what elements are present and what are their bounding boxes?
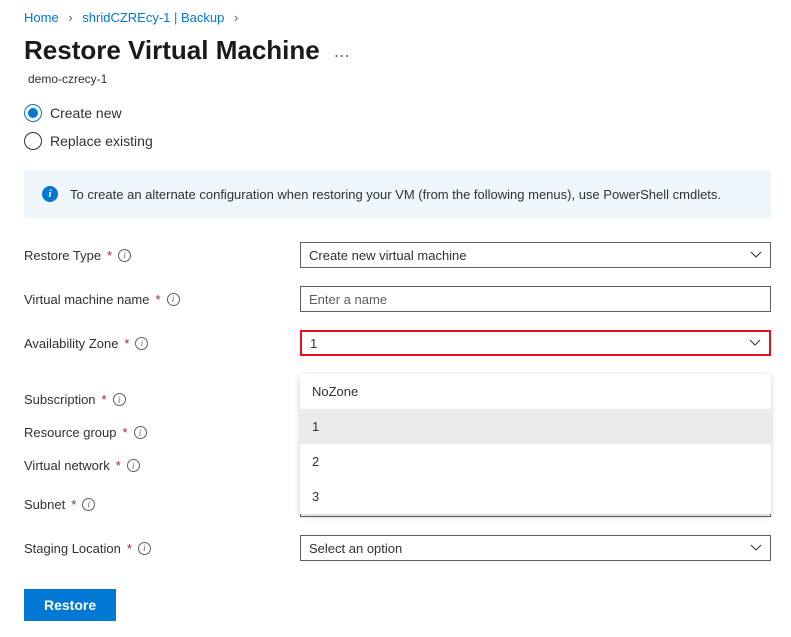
dropdown-availability-zone: NoZone 1 2 3 [300, 374, 771, 514]
required-marker: * [124, 336, 129, 351]
label-subnet: Subnet [24, 497, 65, 512]
breadcrumb-home[interactable]: Home [24, 10, 59, 25]
select-availability-zone[interactable]: 1 [300, 330, 771, 356]
dropdown-option-2[interactable]: 2 [300, 444, 771, 479]
info-icon: i [42, 186, 58, 202]
label-subscription: Subscription [24, 392, 96, 407]
select-value: Create new virtual machine [309, 248, 467, 263]
required-marker: * [107, 248, 112, 263]
required-marker: * [127, 541, 132, 556]
radio-label: Replace existing [50, 133, 153, 149]
info-banner-text: To create an alternate configuration whe… [70, 187, 721, 202]
help-icon[interactable]: i [113, 393, 126, 406]
chevron-down-icon [750, 542, 762, 554]
more-actions-icon[interactable]: ⋯ [334, 40, 351, 66]
required-marker: * [102, 392, 107, 407]
radio-label: Create new [50, 105, 122, 121]
help-icon[interactable]: i [134, 426, 147, 439]
label-restore-type: Restore Type [24, 248, 101, 263]
page-title: Restore Virtual Machine [24, 35, 320, 66]
restore-form: Restore Type * i Create new virtual mach… [24, 242, 771, 561]
help-icon[interactable]: i [118, 249, 131, 262]
dropdown-option-3[interactable]: 3 [300, 479, 771, 514]
restore-mode-radio-group: Create new Replace existing [24, 104, 771, 150]
chevron-right-icon: › [68, 10, 72, 25]
page-subtitle: demo-czrecy-1 [28, 72, 771, 86]
help-icon[interactable]: i [135, 337, 148, 350]
chevron-down-icon [750, 249, 762, 261]
label-availability-zone: Availability Zone [24, 336, 118, 351]
dropdown-option-nozone[interactable]: NoZone [300, 374, 771, 409]
dropdown-option-1[interactable]: 1 [300, 409, 771, 444]
select-value: 1 [310, 336, 317, 351]
chevron-down-icon [749, 337, 761, 349]
breadcrumb: Home › shridCZREcy-1 | Backup › [24, 6, 771, 35]
input-placeholder: Enter a name [309, 292, 387, 307]
info-banner: i To create an alternate configuration w… [24, 170, 771, 218]
label-vm-name: Virtual machine name [24, 292, 150, 307]
required-marker: * [116, 458, 121, 473]
radio-create-new[interactable]: Create new [24, 104, 771, 122]
help-icon[interactable]: i [167, 293, 180, 306]
required-marker: * [156, 292, 161, 307]
label-staging-location: Staging Location [24, 541, 121, 556]
help-icon[interactable]: i [138, 542, 151, 555]
radio-icon [24, 104, 42, 122]
radio-replace-existing[interactable]: Replace existing [24, 132, 771, 150]
required-marker: * [123, 425, 128, 440]
required-marker: * [71, 497, 76, 512]
restore-button[interactable]: Restore [24, 589, 116, 621]
chevron-right-icon: › [234, 10, 238, 25]
select-value: Select an option [309, 541, 402, 556]
label-virtual-network: Virtual network [24, 458, 110, 473]
input-vm-name[interactable]: Enter a name [300, 286, 771, 312]
label-resource-group: Resource group [24, 425, 117, 440]
help-icon[interactable]: i [82, 498, 95, 511]
select-staging-location[interactable]: Select an option [300, 535, 771, 561]
select-restore-type[interactable]: Create new virtual machine [300, 242, 771, 268]
breadcrumb-backup[interactable]: shridCZREcy-1 | Backup [82, 10, 224, 25]
help-icon[interactable]: i [127, 459, 140, 472]
radio-icon [24, 132, 42, 150]
